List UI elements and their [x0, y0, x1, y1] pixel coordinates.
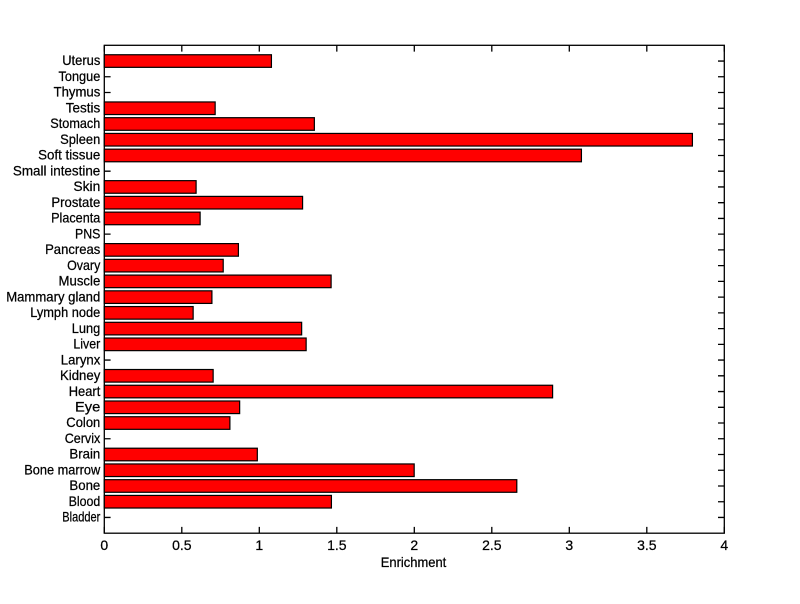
svg-text:3: 3 — [565, 537, 573, 553]
svg-text:Kidney: Kidney — [60, 367, 100, 383]
svg-text:Skin: Skin — [73, 178, 100, 194]
svg-text:PNS: PNS — [75, 225, 100, 241]
svg-text:Spleen: Spleen — [60, 131, 100, 147]
svg-text:Testis: Testis — [66, 99, 101, 115]
svg-text:3.5: 3.5 — [637, 537, 657, 553]
svg-text:Liver: Liver — [73, 336, 100, 352]
svg-text:Enrichment: Enrichment — [381, 554, 447, 570]
svg-text:2.5: 2.5 — [482, 537, 502, 553]
svg-text:Muscle: Muscle — [59, 273, 101, 289]
svg-text:1: 1 — [255, 537, 263, 553]
svg-text:1.5: 1.5 — [327, 537, 347, 553]
svg-text:0.5: 0.5 — [172, 537, 192, 553]
svg-text:4: 4 — [720, 537, 728, 553]
svg-text:Uterus: Uterus — [62, 52, 100, 68]
svg-text:Soft tissue: Soft tissue — [38, 147, 100, 163]
svg-text:Small intestine: Small intestine — [13, 162, 101, 178]
svg-text:Brain: Brain — [69, 446, 100, 462]
svg-text:Bone: Bone — [69, 477, 100, 493]
svg-text:Bladder: Bladder — [62, 509, 100, 525]
svg-text:Pancreas: Pancreas — [45, 241, 100, 257]
svg-text:Prostate: Prostate — [51, 194, 100, 210]
svg-text:Lymph node: Lymph node — [30, 304, 100, 320]
svg-text:Cervix: Cervix — [65, 430, 101, 446]
svg-text:2: 2 — [410, 537, 418, 553]
svg-text:Tongue: Tongue — [59, 68, 101, 84]
svg-text:Larynx: Larynx — [61, 351, 101, 367]
svg-text:0: 0 — [100, 537, 108, 553]
svg-text:Colon: Colon — [66, 414, 100, 430]
svg-text:Bone marrow: Bone marrow — [24, 461, 101, 477]
svg-text:Stomach: Stomach — [50, 115, 100, 131]
svg-text:Heart: Heart — [69, 383, 101, 399]
svg-text:Blood: Blood — [69, 493, 101, 509]
svg-text:Placenta: Placenta — [51, 210, 100, 226]
svg-text:Mammary gland: Mammary gland — [6, 288, 100, 304]
svg-text:Eye: Eye — [75, 398, 101, 414]
svg-text:Lung: Lung — [72, 320, 101, 336]
svg-text:Ovary: Ovary — [67, 257, 100, 273]
svg-text:Thymus: Thymus — [54, 84, 101, 100]
